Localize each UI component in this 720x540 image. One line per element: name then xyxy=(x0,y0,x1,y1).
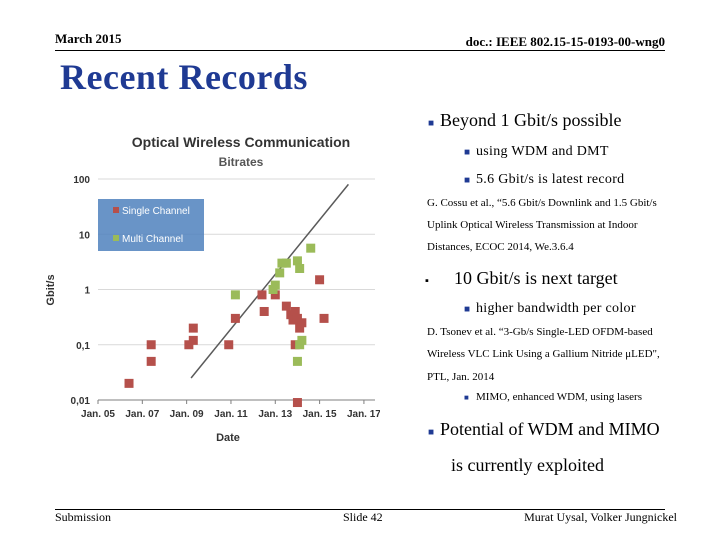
reference-2-line-1: D. Tsonev et al. “3-Gb/s Single-LED OFDM… xyxy=(427,326,653,338)
header-date: March 2015 xyxy=(55,31,122,46)
small-square-bullet-icon: ▪ xyxy=(425,275,429,287)
reference-1-line-3: Distances, ECOC 2014, We.3.6.4 xyxy=(427,241,574,253)
reference-2-line-3: PTL, Jan. 2014 xyxy=(427,371,495,383)
slide-title: Recent Records xyxy=(60,57,308,97)
bullet-1-1: ■ using WDM and DMT xyxy=(464,144,609,160)
bullet-2-1: ■ higher bandwidth per color xyxy=(464,301,636,317)
multi-channel-point xyxy=(281,258,291,268)
square-bullet-icon: ■ xyxy=(428,427,435,438)
x-tick-label: Jan. 17 xyxy=(347,409,380,420)
y-tick-label: 1 xyxy=(84,286,90,297)
single-channel-point xyxy=(281,301,291,311)
y-tick-label: 100 xyxy=(73,175,90,186)
chart-subtitle: Bitrates xyxy=(219,155,264,169)
legend-marker-single xyxy=(113,207,119,213)
x-tick-label: Jan. 15 xyxy=(303,409,337,420)
y-tick-label: 10 xyxy=(79,230,91,241)
multi-channel-point xyxy=(306,243,316,253)
x-tick-label: Jan. 07 xyxy=(125,409,159,420)
reference-2-line-2: Wireless VLC Link Using a Gallium Nitrid… xyxy=(427,348,660,360)
footer-authors: Murat Uysal, Volker Jungnickel xyxy=(524,510,677,524)
square-bullet-icon: ■ xyxy=(464,175,471,186)
bullet-2-1-text: higher bandwidth per color xyxy=(476,301,636,316)
chart-title: Optical Wireless Communication xyxy=(132,134,350,150)
single-channel-point xyxy=(295,323,305,333)
bullet-3-text-line-1: Potential of WDM and MIMO xyxy=(440,419,660,439)
single-channel-point xyxy=(224,340,234,350)
single-channel-point xyxy=(146,356,156,366)
bullet-1-text: Beyond 1 Gbit/s possible xyxy=(440,110,622,130)
multi-channel-point xyxy=(270,280,280,290)
x-tick-label: Jan. 09 xyxy=(170,409,204,420)
footer-slide-number: Slide 42 xyxy=(343,510,383,524)
single-channel-point xyxy=(146,340,156,350)
chart-xlabel: Date xyxy=(216,432,240,444)
multi-channel-point xyxy=(275,268,285,278)
single-channel-point xyxy=(230,313,240,323)
square-bullet-icon: ■ xyxy=(464,393,469,402)
single-channel-point xyxy=(297,318,307,328)
x-tick-label: Jan. 13 xyxy=(258,409,292,420)
legend-label-multi: Multi Channel xyxy=(122,234,183,245)
y-tick-label: 0,01 xyxy=(71,396,91,407)
bullet-2: ▪ 10 Gbit/s is next target xyxy=(425,268,618,289)
bullet-1: ■ Beyond 1 Gbit/s possible xyxy=(428,110,622,131)
multi-channel-point xyxy=(295,263,305,273)
chart-ylabel: Gbit/s xyxy=(45,274,57,305)
trend-line xyxy=(190,183,349,379)
footer-submission: Submission xyxy=(55,510,112,524)
bullet-1-2-text: 5.6 Gbit/s is latest record xyxy=(476,172,625,187)
header-doc-id: doc.: IEEE 802.15-15-0193-00-wng0 xyxy=(465,34,665,49)
chart-legend: Single Channel Multi Channel xyxy=(98,199,204,251)
multi-channel-point xyxy=(292,356,302,366)
legend-marker-multi xyxy=(113,235,119,241)
single-channel-point xyxy=(319,313,329,323)
single-channel-point xyxy=(270,290,280,300)
bullet-2-2-text: MIMO, enhanced WDM, using lasers xyxy=(476,391,642,403)
footer-rule xyxy=(55,509,665,510)
square-bullet-icon: ■ xyxy=(428,118,435,129)
square-bullet-icon: ■ xyxy=(464,304,471,315)
bullet-2-text: 10 Gbit/s is next target xyxy=(454,268,618,288)
bullet-2-2: ■ MIMO, enhanced WDM, using lasers xyxy=(464,391,642,403)
x-tick-label: Jan. 11 xyxy=(214,409,248,420)
single-channel-point xyxy=(290,306,300,316)
x-tick-label: Jan. 05 xyxy=(81,409,115,420)
single-channel-point xyxy=(259,306,269,316)
bitrate-chart-svg: Optical Wireless Communication Bitrates … xyxy=(45,134,381,444)
reference-1-line-1: G. Cossu et al., “5.6 Gbit/s Downlink an… xyxy=(427,197,657,209)
bullet-1-2: ■ 5.6 Gbit/s is latest record xyxy=(464,172,624,188)
single-channel-point xyxy=(124,378,134,388)
multi-channel-point xyxy=(297,335,307,345)
bullet-1-1-text: using WDM and DMT xyxy=(476,144,609,159)
single-channel-point xyxy=(188,323,198,333)
single-channel-point xyxy=(292,398,302,408)
single-channel-point xyxy=(188,335,198,345)
bitrate-chart: Optical Wireless Communication Bitrates … xyxy=(40,125,381,445)
reference-1-line-2: Uplink Optical Wireless Transmission at … xyxy=(427,219,638,231)
square-bullet-icon: ■ xyxy=(464,147,471,158)
bullet-3-text-line-2: is currently exploited xyxy=(451,455,604,475)
legend-label-single: Single Channel xyxy=(122,206,190,217)
single-channel-point xyxy=(257,290,267,300)
multi-channel-point xyxy=(292,256,302,266)
single-channel-point xyxy=(315,275,325,285)
header-rule xyxy=(55,50,665,51)
bullet-3: ■ Potential of WDM and MIMO xyxy=(428,419,660,440)
y-tick-label: 0,1 xyxy=(76,341,90,352)
multi-channel-point xyxy=(230,290,240,300)
